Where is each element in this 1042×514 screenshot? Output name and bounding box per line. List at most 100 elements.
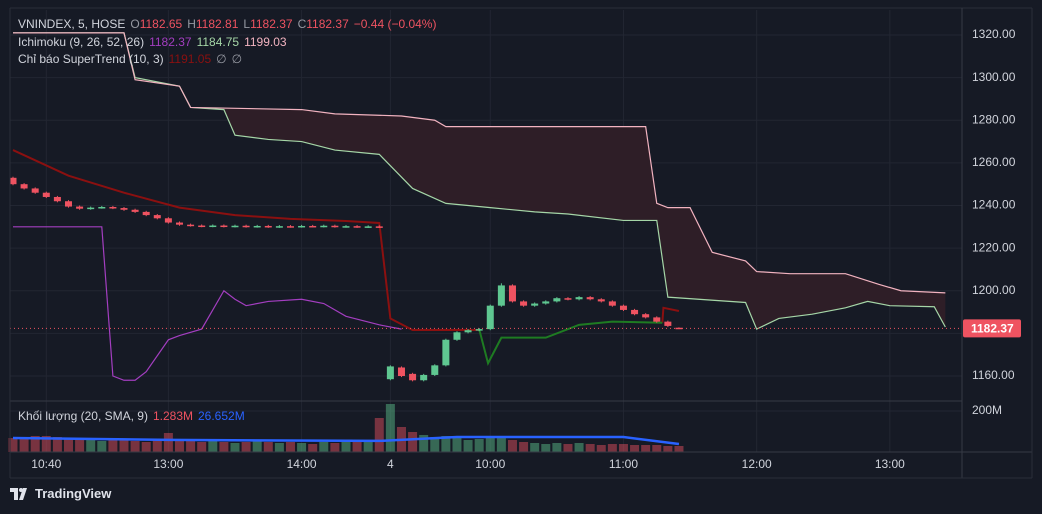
volume-bar xyxy=(507,439,517,452)
candle-body xyxy=(309,225,317,228)
cloud-layer xyxy=(12,32,946,330)
candle-body xyxy=(187,224,195,227)
volume-bar xyxy=(241,441,251,452)
volume-bar xyxy=(408,431,418,452)
main-legend: VNINDEX, 5, HOSE O1182.65 H1182.81 L1182… xyxy=(18,17,436,31)
indicator-value: 1199.03 xyxy=(244,35,287,49)
candle-body xyxy=(131,209,139,212)
volume-bar xyxy=(452,437,462,452)
indicator-value: 1.283M xyxy=(152,409,193,423)
volume-bar xyxy=(230,443,240,452)
volume-bar xyxy=(285,441,295,452)
volume-bar xyxy=(30,435,40,452)
ohlc-value: 1182.81 xyxy=(195,17,239,31)
candle-body xyxy=(98,206,106,209)
indicator-label: Khối lượng (20, SMA, 9) xyxy=(18,409,148,423)
volume-bar xyxy=(108,439,118,452)
candle-body xyxy=(420,374,428,381)
candle-body xyxy=(608,301,616,306)
x-tick-label: 14:00 xyxy=(287,457,317,471)
candle-body xyxy=(597,299,605,302)
volume-bar xyxy=(119,439,129,452)
candle-body xyxy=(442,339,450,366)
footer: TradingView xyxy=(10,486,111,501)
candle-body xyxy=(275,226,283,228)
candle-body xyxy=(42,192,50,197)
volume-bar xyxy=(75,439,85,452)
volume-bar xyxy=(252,440,262,452)
ohlc-value: 1182.37 xyxy=(250,17,293,31)
volume-bar xyxy=(341,441,351,452)
y-tick-label: 1300.00 xyxy=(972,70,1016,84)
volume-bar xyxy=(263,441,273,452)
candle-body xyxy=(64,201,72,207)
indicator-value: 1191.05 xyxy=(168,52,212,66)
volume-bar xyxy=(574,443,584,452)
volume-bar xyxy=(130,440,140,452)
candle-body xyxy=(475,329,483,331)
candle-body xyxy=(331,225,339,228)
ohlc-key: L xyxy=(243,17,251,31)
candle-body xyxy=(653,317,661,322)
volume-bar xyxy=(663,445,673,452)
indicator-value: ∅ xyxy=(231,52,243,66)
volume-bar xyxy=(352,440,362,452)
symbol: VNINDEX, 5, HOSE xyxy=(18,17,126,31)
volume-bar xyxy=(197,441,207,452)
y-tick-label: 1240.00 xyxy=(972,198,1016,212)
candle-body xyxy=(564,298,572,300)
supertrend-legend: Chỉ báo SuperTrend (10, 3) 1191.05 ∅ ∅ xyxy=(18,52,242,66)
volume-bar xyxy=(607,444,617,452)
y-tick-label: 1160.00 xyxy=(972,368,1015,382)
volume-bar xyxy=(19,436,29,452)
indicator-line xyxy=(478,320,663,366)
volume-bar xyxy=(163,432,173,452)
indicator-line xyxy=(13,226,402,381)
candle-body xyxy=(286,226,294,228)
volume-bar xyxy=(419,434,429,452)
indicator-line xyxy=(13,32,946,330)
change: −0.44 (−0.04%) xyxy=(353,17,437,31)
candle-body xyxy=(364,226,372,228)
candle-body xyxy=(242,225,250,228)
candle-body xyxy=(220,225,228,228)
volume-bar xyxy=(363,439,373,452)
ohlc-value: 1182.65 xyxy=(139,17,183,31)
candle-body xyxy=(542,301,550,304)
candle-body xyxy=(9,177,17,185)
x-tick-label: 13:00 xyxy=(153,457,183,471)
volume-bar xyxy=(52,436,62,452)
volume-bar xyxy=(585,444,595,452)
volume-bar xyxy=(274,443,284,452)
volume-sma xyxy=(12,435,680,446)
ohlc-key: O xyxy=(130,17,140,31)
volume-bar xyxy=(530,443,540,452)
volume-bar xyxy=(141,441,151,452)
candle-body xyxy=(142,211,150,216)
indicator-line xyxy=(12,149,680,331)
volume-layer xyxy=(8,403,684,452)
indicator-value: 1182.37 xyxy=(149,35,192,49)
candle-body xyxy=(164,218,172,223)
indicator-value: 1184.75 xyxy=(196,35,240,49)
ohlc-value: 1182.37 xyxy=(306,17,349,31)
y-tick-label: 1280.00 xyxy=(972,112,1016,126)
volume-bar xyxy=(630,444,640,452)
brand: TradingView xyxy=(35,486,112,501)
candle-body xyxy=(575,297,583,300)
candle-body xyxy=(619,305,627,310)
candle-body xyxy=(497,285,505,306)
volume-bar xyxy=(641,444,651,452)
volume-legend: Khối lượng (20, SMA, 9) 1.283M 26.652M xyxy=(18,409,245,423)
indicator-value: 26.652M xyxy=(198,409,245,423)
candle-body xyxy=(642,314,650,318)
volume-bar xyxy=(618,444,628,452)
candle-body xyxy=(342,226,350,228)
cloud-fill xyxy=(12,32,946,330)
volume-bar xyxy=(8,437,18,452)
volume-bar xyxy=(174,439,184,452)
volume-bar xyxy=(552,443,562,452)
candle-body xyxy=(120,208,128,210)
